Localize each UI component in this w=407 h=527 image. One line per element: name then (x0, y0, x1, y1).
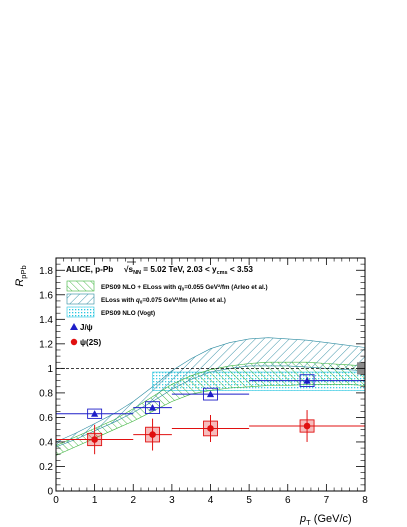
model-bands (56, 337, 365, 456)
header-sqrt-label: s (129, 265, 134, 274)
x-axis-title: pT (GeV/c) (299, 513, 352, 527)
y-tick-label-4: 0.8 (39, 388, 53, 399)
chart-header: ALICE, p-Pb √sNN = 5.02 TeV, 2.03 < ycms… (66, 261, 253, 276)
psi2s-point-2 (207, 425, 214, 432)
legend-label-model2: ELoss with q0=0.075 GeV²/fm (Arleo et al… (101, 297, 226, 305)
x-tick-label-7: 7 (324, 495, 330, 506)
legend: EPS09 NLO + ELoss with q0=0.055 GeV²/fm … (66, 280, 268, 347)
jpsi-point-2 (206, 390, 215, 398)
jpsi-point-1 (148, 404, 157, 411)
x-tick-label-0: 0 (53, 495, 59, 506)
band-eloss (56, 337, 365, 448)
svg-text:ALICE, p-Pb: ALICE, p-Pb (66, 265, 113, 274)
psi2s-point-1 (149, 431, 156, 438)
x-tick-label-3: 3 (169, 495, 175, 506)
x-tick-label-1: 1 (92, 495, 98, 506)
header-sqrt-sub: NN (133, 270, 141, 276)
legend-label-model3: EPS09 NLO (Vogt) (101, 310, 155, 317)
y-tick-label-5: 1 (47, 364, 53, 375)
data-points (56, 374, 365, 455)
header-energy-text: = 5.02 TeV, 2.03 < (141, 265, 212, 274)
y-tick-label-0: 0 (47, 487, 53, 498)
psi2s-point-3 (303, 422, 311, 430)
jpsi-point-3 (303, 377, 311, 384)
legend-marker-jpsi (70, 323, 78, 330)
psi2s-point-0 (91, 436, 98, 443)
legend-label-model1: EPS09 NLO + ELoss with q0=0.055 GeV²/fm … (101, 284, 268, 292)
y-tick-label-9: 1.8 (39, 266, 53, 277)
legend-swatch-model2 (66, 293, 95, 305)
header-collab: ALICE, p-Pb (66, 265, 113, 274)
x-tick-label-2: 2 (130, 495, 136, 506)
x-tick-label-6: 6 (285, 495, 291, 506)
legend-marker-psi2s (70, 338, 78, 346)
legend-label-jpsi: J/ψ (80, 323, 93, 332)
header-y-label: y (212, 265, 217, 274)
x-tick-label-4: 4 (208, 495, 214, 506)
y-tick-label-7: 1.4 (39, 315, 53, 326)
sqrt-symbol: √ (124, 265, 129, 274)
y-tick-label-8: 1.6 (39, 290, 53, 301)
legend-label-psi2s: ψ(2S) (80, 338, 101, 347)
axes: 0 1 2 3 4 5 6 7 8 0 0.2 0.4 0.6 0.8 1 1.2 1.4 1.6 1.8 (39, 257, 368, 506)
header-y-range: < 3.53 (228, 265, 254, 274)
legend-swatch-model3 (66, 306, 95, 318)
header-y-sub: cms (217, 270, 228, 276)
legend-swatch-model1 (66, 280, 95, 292)
y-tick-label-1: 0.2 (39, 462, 53, 473)
x-tick-label-5: 5 (246, 495, 252, 506)
y-tick-label-6: 1.2 (39, 339, 53, 350)
y-tick-label-3: 0.6 (39, 413, 53, 424)
header-energy: √sNN = 5.02 TeV, 2.03 < ycms < 3.53 (124, 265, 253, 276)
jpsi-point-0 (91, 410, 99, 417)
y-axis-title: RpPb (14, 265, 28, 286)
x-tick-label-8: 8 (362, 495, 368, 506)
y-tick-label-2: 0.4 (39, 437, 53, 448)
